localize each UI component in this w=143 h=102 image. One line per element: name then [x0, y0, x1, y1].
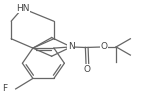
Text: O: O — [101, 42, 108, 51]
Text: F: F — [2, 84, 7, 93]
Text: O: O — [83, 65, 90, 74]
Text: N: N — [68, 42, 75, 51]
Text: HN: HN — [16, 4, 29, 13]
